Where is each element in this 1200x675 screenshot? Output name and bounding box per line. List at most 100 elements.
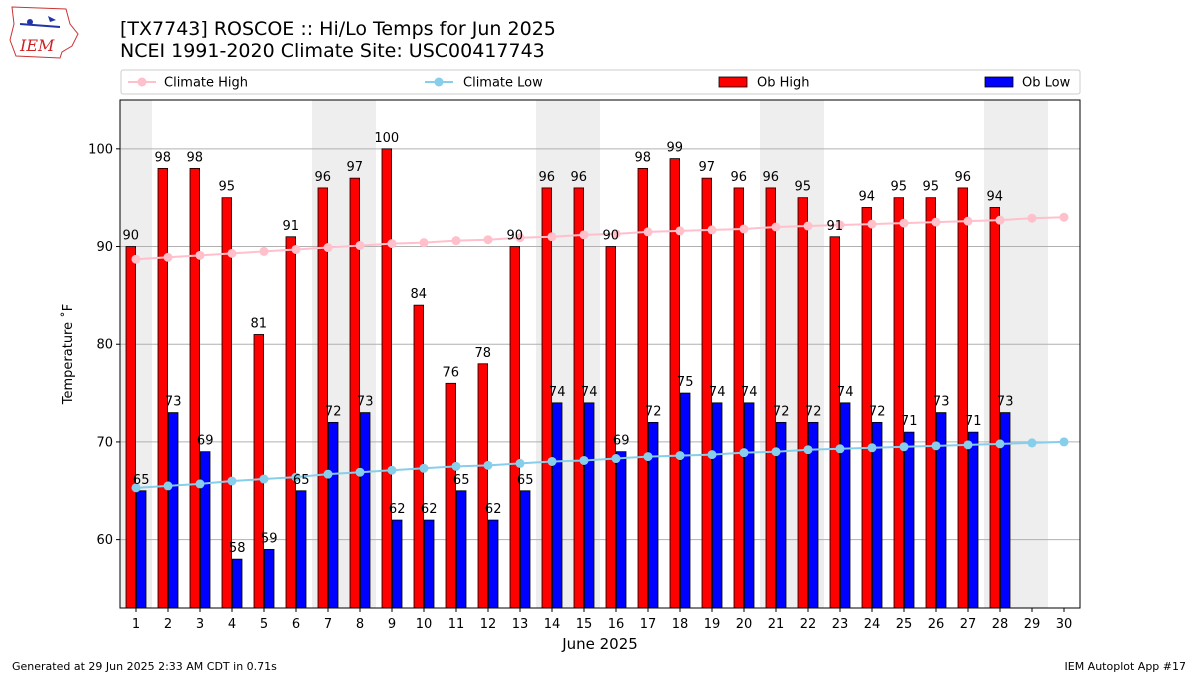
- grid-lines: [120, 148, 1080, 541]
- ob-high-bar: [125, 246, 137, 609]
- ob-high-label: 96: [571, 170, 588, 185]
- shade-day-15: [568, 100, 600, 608]
- climate-low-point: [739, 448, 749, 458]
- climate-high-point: [643, 227, 653, 237]
- ob-low-bar: [295, 490, 307, 609]
- climate-high-point: [995, 215, 1005, 225]
- title-line-2: NCEI 1991-2020 Climate Site: USC00417743: [120, 40, 545, 62]
- ob-low-label: 65: [133, 473, 150, 488]
- climate-low-point: [835, 444, 845, 454]
- ob-low-label: 62: [485, 502, 502, 517]
- x-axis-label: June 2025: [561, 635, 638, 653]
- ob-high-label: 96: [955, 170, 972, 185]
- ob-low-label: 72: [325, 404, 342, 419]
- climate-low-point: [995, 439, 1005, 449]
- x-tick-label: 29: [1024, 617, 1041, 632]
- climate-high-point: [195, 250, 205, 260]
- ob-low-label: 65: [517, 473, 534, 488]
- y-tick-label: 80: [96, 338, 113, 353]
- climate-low-point: [675, 451, 685, 461]
- climate-high-point: [1027, 213, 1037, 223]
- ob-low-label: 73: [933, 395, 950, 410]
- climate-high-point: [707, 225, 717, 235]
- logo-bird-icon: [48, 16, 56, 22]
- ob-low-label: 73: [357, 395, 374, 410]
- y-tick-label: 60: [96, 533, 113, 548]
- climate-high-point: [579, 230, 589, 240]
- ob-low-bar: [359, 412, 371, 609]
- climate-low-point: [483, 460, 493, 470]
- ob-high-label: 94: [987, 189, 1004, 204]
- climate-high-point: [963, 216, 973, 226]
- legend-ob-high-swatch: [718, 76, 748, 88]
- ob-high-label: 96: [539, 170, 556, 185]
- climate-low-point: [579, 455, 589, 465]
- y-tick-label: 90: [96, 240, 113, 255]
- ob-low-label: 69: [197, 434, 214, 449]
- title-line-1: [TX7743] ROSCOE :: Hi/Lo Temps for Jun 2…: [120, 18, 556, 40]
- legend-ob-low-label: Ob Low: [1022, 76, 1071, 91]
- x-tick-label: 22: [800, 617, 817, 632]
- x-tick-label: 19: [704, 617, 721, 632]
- ob-low-label: 72: [645, 404, 662, 419]
- ob-high-bars: [125, 148, 1001, 609]
- y-axis-label: Temperature ˚F: [60, 304, 76, 405]
- climate-low-point: [803, 445, 813, 455]
- shade-day-29: [1016, 100, 1048, 608]
- ob-high-label: 98: [155, 150, 172, 165]
- ob-high-label: 96: [763, 170, 780, 185]
- climate-low-point: [963, 440, 973, 450]
- x-tick-label: 14: [544, 617, 561, 632]
- legend-climate-low-marker: [434, 77, 444, 87]
- climate-low-point: [419, 463, 429, 473]
- logo-dot-icon: [27, 19, 33, 25]
- ob-high-label: 99: [667, 141, 684, 156]
- ob-low-label: 69: [613, 434, 630, 449]
- x-tick-label: 26: [928, 617, 945, 632]
- climate-low-point: [515, 458, 525, 468]
- ob-low-label: 74: [581, 385, 598, 400]
- climate-low-point: [1027, 438, 1037, 448]
- climate-low-point: [899, 442, 909, 452]
- y-tick-label: 70: [96, 435, 113, 450]
- climate-high-point: [547, 232, 557, 242]
- climate-high-point: [131, 254, 141, 264]
- climate-low-point: [195, 479, 205, 489]
- climate-low-point: [931, 441, 941, 451]
- climate-high-point: [419, 238, 429, 248]
- x-tick-label: 3: [196, 617, 204, 632]
- ob-high-label: 100: [374, 131, 399, 146]
- climate-high-point: [931, 217, 941, 227]
- climate-high-point: [227, 248, 237, 258]
- ob-low-bar: [167, 412, 179, 609]
- x-tick-label: 9: [388, 617, 396, 632]
- climate-high-path: [135, 216, 1065, 261]
- ob-low-label: 65: [453, 473, 470, 488]
- climate-low-line: [131, 437, 1069, 493]
- climate-high-point: [899, 218, 909, 228]
- ob-high-label: 96: [731, 170, 748, 185]
- ob-low-bar: [135, 490, 147, 609]
- ob-low-label: 74: [741, 385, 758, 400]
- x-tick-label: 21: [768, 617, 785, 632]
- climate-low-point: [547, 456, 557, 466]
- ob-high-label: 97: [347, 160, 364, 175]
- ob-high-label: 90: [507, 229, 524, 244]
- ob-high-label: 95: [795, 180, 812, 195]
- ob-low-label: 72: [869, 404, 886, 419]
- ob-low-bar: [455, 490, 467, 609]
- x-tick-label: 4: [228, 617, 236, 632]
- ob-high-label: 81: [251, 316, 268, 331]
- weekend-shading: [120, 100, 1048, 608]
- ob-high-bar: [605, 246, 617, 609]
- ob-low-bar: [520, 490, 531, 609]
- x-tick-label: 11: [448, 617, 465, 632]
- climate-high-point: [483, 235, 493, 245]
- climate-high-line: [131, 212, 1069, 264]
- ob-low-bar: [231, 558, 243, 609]
- climate-high-point: [739, 224, 749, 234]
- ob-high-label: 95: [219, 180, 236, 195]
- ob-low-label: 71: [965, 414, 982, 429]
- ob-low-bar: [968, 431, 979, 609]
- x-tick-label: 13: [512, 617, 529, 632]
